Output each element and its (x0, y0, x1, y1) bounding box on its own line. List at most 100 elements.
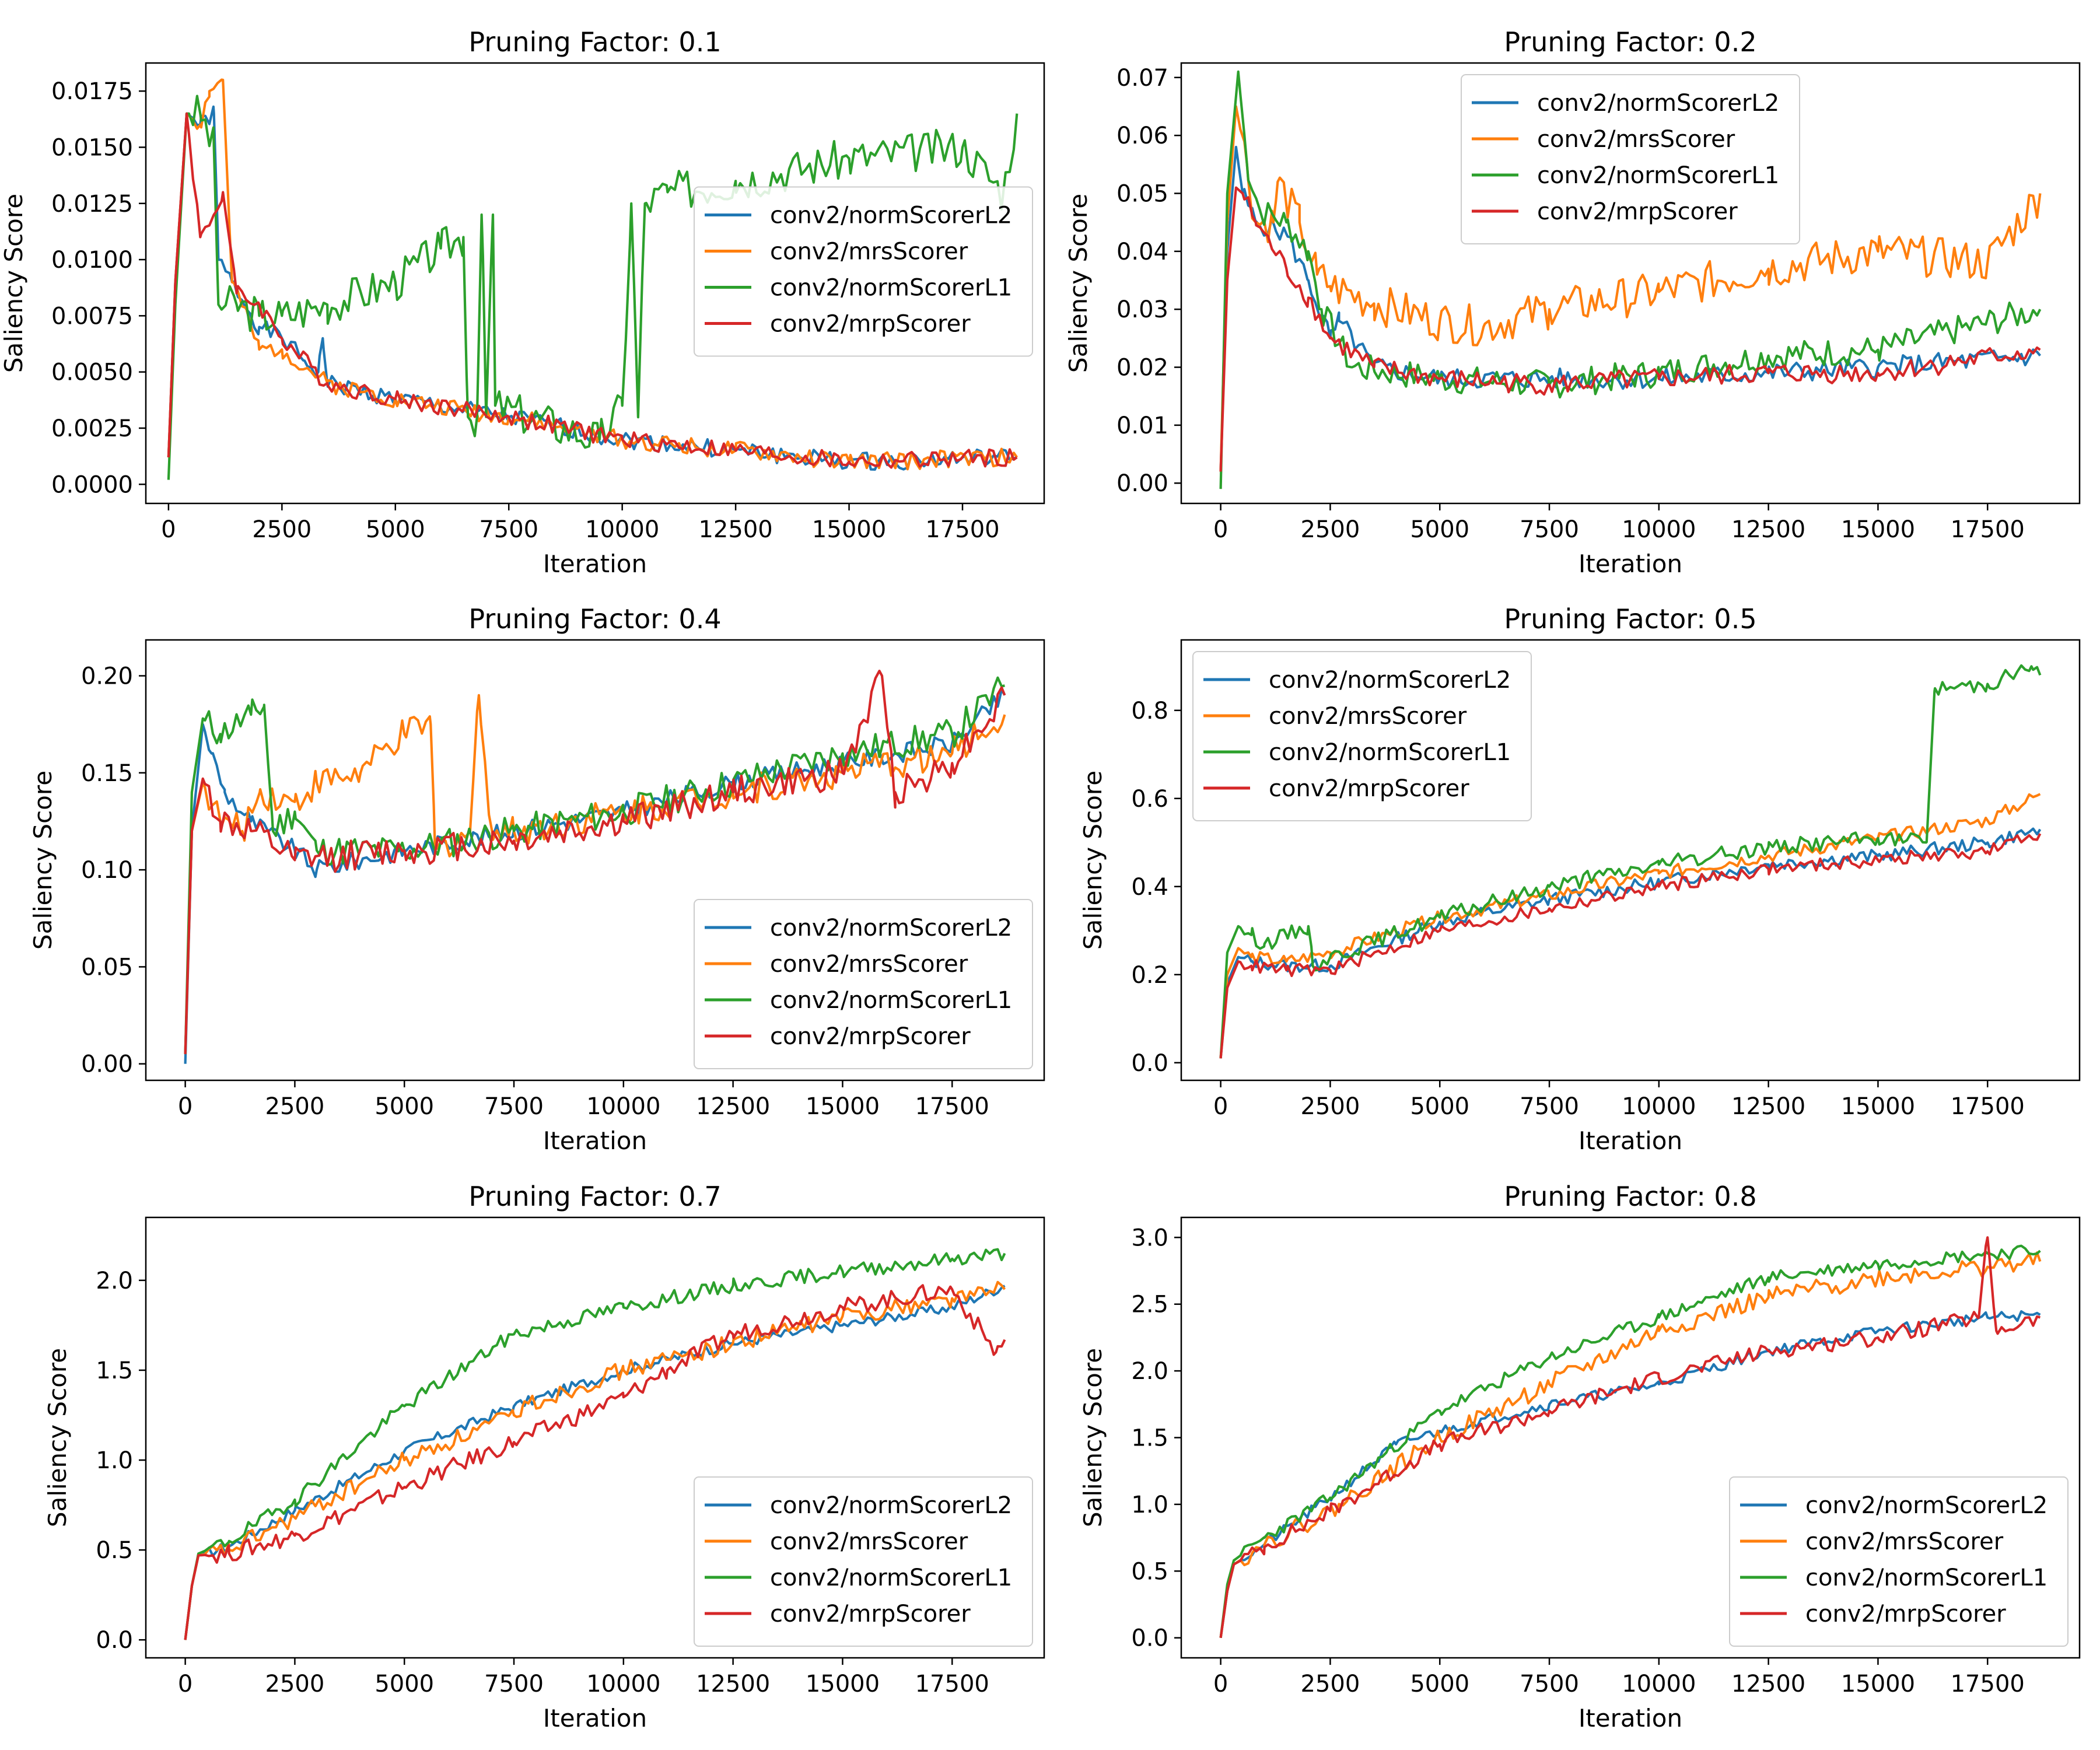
series-line-mrs (184, 1280, 1006, 1640)
plot-frame (1180, 62, 2081, 505)
x-tick-label: 10000 (1622, 1093, 1696, 1120)
x-tick-label: 2500 (1301, 516, 1360, 543)
y-tick-label: 2.5 (1131, 1292, 1168, 1318)
y-tick-label: 0.8 (1131, 698, 1168, 724)
x-axis-label: Iteration (543, 550, 647, 578)
y-tick-label: 0.10 (81, 857, 133, 884)
y-tick-label: 0.0050 (51, 359, 133, 386)
chart-2: Pruning Factor: 0.2 0 2500 5000 7500 10000 125… (1064, 26, 2081, 578)
legend-box (1461, 74, 1800, 244)
x-tick-label: 17500 (915, 1093, 989, 1120)
y-tick-label: 0.6 (1131, 786, 1168, 813)
legend-label: conv2/mrpScorer (770, 311, 971, 338)
y-tick-label: 1.5 (96, 1357, 133, 1384)
y-tick-label: 0.0 (1131, 1050, 1168, 1077)
legend: conv2/normScorerL2 conv2/mrsScorer conv2/n… (1461, 74, 1800, 244)
x-axis-label: Iteration (1578, 1126, 1682, 1155)
y-axis-label: Saliency Score (0, 194, 28, 373)
x-tick-label: 17500 (915, 1671, 989, 1698)
plot-frame (145, 1216, 1045, 1659)
y-tick-label: 0.5 (96, 1537, 133, 1564)
y-tick-label: 0.0075 (51, 303, 133, 330)
legend-box (1729, 1476, 2068, 1647)
y-tick-label: 0.0175 (51, 78, 133, 105)
y-axis-label: Saliency Score (1064, 194, 1093, 373)
x-tick-label: 7500 (1520, 1671, 1579, 1698)
y-tick-label: 1.0 (96, 1447, 133, 1474)
series-line-normL1 (184, 676, 1005, 1055)
x-tick-label: 12500 (1731, 516, 1805, 543)
legend-box (694, 1476, 1033, 1647)
x-tick-label: 17500 (925, 516, 999, 543)
y-axis-label: Saliency Score (43, 1348, 72, 1527)
x-tick-label: 7500 (479, 516, 538, 543)
legend-box (1192, 651, 1532, 821)
legend: conv2/normScorerL2 conv2/mrsScorer conv2/n… (1192, 651, 1532, 821)
legend-label: conv2/normScorerL1 (1269, 739, 1511, 766)
x-axis-label: Iteration (543, 1704, 647, 1732)
series-line-mrp (1219, 833, 2042, 1059)
y-tick-label: 2.0 (96, 1268, 133, 1294)
x-tick-label: 0 (1213, 516, 1228, 543)
series-line-mrs (167, 78, 1019, 471)
y-tick-label: 0.15 (81, 760, 133, 787)
y-tick-label: 0.0100 (51, 247, 133, 274)
x-tick-label: 15000 (1841, 516, 1915, 543)
x-tick-label: 7500 (484, 1671, 544, 1698)
x-tick-label: 0 (1213, 1093, 1228, 1120)
x-tick-label: 12500 (698, 516, 772, 543)
x-tick-label: 7500 (484, 1093, 544, 1120)
plot-frame (145, 639, 1045, 1082)
legend-label: conv2/normScorerL2 (1805, 1492, 2048, 1519)
chart-title: Pruning Factor: 0.1 (468, 26, 721, 58)
x-tick-label: 17500 (1951, 1093, 2025, 1120)
x-tick-label: 12500 (696, 1671, 770, 1698)
series-line-normL1 (1219, 664, 2042, 1059)
legend-label: conv2/mrsScorer (770, 239, 968, 265)
x-tick-label: 15000 (812, 516, 886, 543)
legend: conv2/normScorerL2 conv2/mrsScorer conv2/n… (1729, 1476, 2068, 1647)
series-line-mrp (167, 112, 1018, 469)
y-tick-label: 0.04 (1116, 239, 1168, 265)
legend-label: conv2/mrpScorer (1805, 1601, 2006, 1628)
series-line-normL1 (1219, 1244, 2041, 1638)
y-tick-label: 0.01 (1116, 412, 1168, 439)
chart-title: Pruning Factor: 0.8 (1504, 1181, 1756, 1212)
legend-label: conv2/normScorerL1 (770, 987, 1012, 1014)
y-axis-label: Saliency Score (29, 771, 57, 950)
x-tick-label: 2500 (265, 1671, 325, 1698)
x-tick-label: 2500 (1301, 1093, 1360, 1120)
y-tick-label: 3.0 (1131, 1224, 1168, 1251)
x-tick-label: 0 (178, 1093, 192, 1120)
legend-label: conv2/mrpScorer (770, 1601, 971, 1628)
series-line-normL1 (1219, 70, 2042, 489)
y-tick-label: 1.0 (1131, 1492, 1168, 1518)
y-tick-label: 0.0150 (51, 134, 133, 161)
x-tick-label: 15000 (806, 1093, 880, 1120)
x-tick-label: 2500 (1301, 1671, 1360, 1698)
x-tick-label: 17500 (1951, 516, 2025, 543)
x-axis-label: Iteration (543, 1126, 647, 1155)
y-tick-label: 0.5 (1131, 1558, 1168, 1585)
legend-label: conv2/normScorerL2 (770, 202, 1012, 229)
x-tick-label: 5000 (366, 516, 425, 543)
series-line-mrp (1219, 1236, 2041, 1638)
x-tick-label: 12500 (1731, 1093, 1805, 1120)
y-tick-label: 0.0 (96, 1627, 133, 1654)
chart-3: Pruning Factor: 0.4 0 2500 5000 7500 10000 125… (29, 603, 1045, 1155)
legend-label: conv2/normScorerL1 (770, 1564, 1012, 1591)
chart-6: Pruning Factor: 0.8 0 2500 5000 7500 10000 125… (1079, 1181, 2081, 1732)
y-tick-label: 0.00 (1116, 470, 1168, 497)
series-line-mrp (184, 1284, 1006, 1640)
x-tick-label: 5000 (374, 1671, 434, 1698)
x-tick-label: 15000 (1841, 1093, 1915, 1120)
x-tick-label: 12500 (696, 1093, 770, 1120)
chart-1: Pruning Factor: 0.1 0 2500 5000 7500 10000 125… (0, 26, 1045, 578)
plot-frame (145, 62, 1045, 505)
legend: conv2/normScorerL2 conv2/mrsScorer conv2/n… (694, 899, 1033, 1069)
x-tick-label: 2500 (252, 516, 312, 543)
y-tick-label: 0.06 (1116, 123, 1168, 149)
y-tick-label: 0.20 (81, 663, 133, 690)
x-tick-label: 7500 (1520, 516, 1579, 543)
